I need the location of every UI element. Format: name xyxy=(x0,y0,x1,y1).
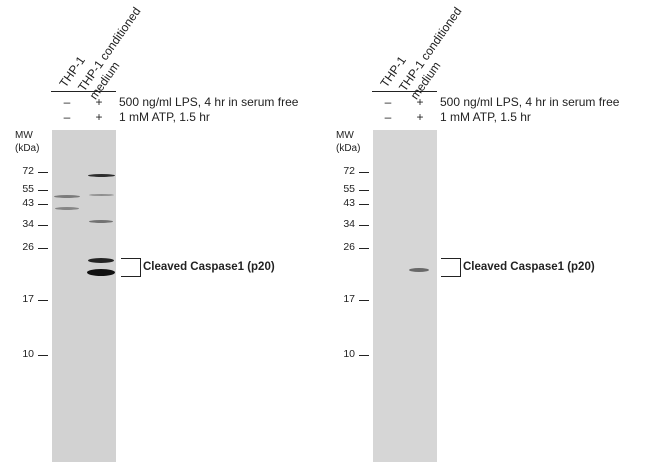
band xyxy=(87,269,115,276)
band xyxy=(88,174,115,177)
sign: – xyxy=(63,110,71,124)
band xyxy=(89,220,113,223)
marker-tick xyxy=(38,248,48,249)
band xyxy=(88,258,114,263)
marker-label: 43 xyxy=(22,197,34,209)
marker-tick xyxy=(38,204,48,205)
marker-tick xyxy=(359,204,369,205)
sign: + xyxy=(416,95,424,109)
sign: – xyxy=(63,95,71,109)
marker-label: 10 xyxy=(343,348,355,360)
target-bracket xyxy=(441,258,461,277)
marker-tick xyxy=(38,190,48,191)
blot-membrane xyxy=(52,130,116,462)
marker-label: 17 xyxy=(343,293,355,305)
marker-tick xyxy=(359,355,369,356)
sign: + xyxy=(95,95,103,109)
band xyxy=(55,207,79,210)
marker-label: 34 xyxy=(22,218,34,230)
marker-label: 72 xyxy=(22,165,34,177)
marker-tick xyxy=(38,172,48,173)
marker-label: 34 xyxy=(343,218,355,230)
mw-unit: (kDa) xyxy=(15,143,40,154)
lane-divider xyxy=(372,91,437,92)
band xyxy=(54,195,80,198)
marker-tick xyxy=(38,355,48,356)
condition-label: 500 ng/ml LPS, 4 hr in serum free xyxy=(440,95,620,109)
band xyxy=(89,194,114,196)
marker-label: 43 xyxy=(343,197,355,209)
sign: – xyxy=(384,110,392,124)
lane-label-2: THP-1 conditioned medium xyxy=(75,4,144,102)
marker-label: 55 xyxy=(22,183,34,195)
marker-tick xyxy=(38,225,48,226)
marker-label: 26 xyxy=(22,241,34,253)
marker-tick xyxy=(38,300,48,301)
blot-panel-left: THP-1 THP-1 conditioned medium – + 500 n… xyxy=(15,4,299,462)
marker-tick xyxy=(359,225,369,226)
lane-label-2: THP-1 conditioned medium xyxy=(396,4,465,102)
target-label: Cleaved Caspase1 (p20) xyxy=(463,261,595,273)
condition-label: 1 mM ATP, 1.5 hr xyxy=(119,110,210,124)
marker-tick xyxy=(359,172,369,173)
marker-tick xyxy=(359,300,369,301)
condition-label: 500 ng/ml LPS, 4 hr in serum free xyxy=(119,95,299,109)
marker-label: 17 xyxy=(22,293,34,305)
mw-title: MW xyxy=(336,130,354,141)
condition-label: 1 mM ATP, 1.5 hr xyxy=(440,110,531,124)
sign: + xyxy=(95,110,103,124)
band xyxy=(409,268,429,272)
mw-title: MW xyxy=(15,130,33,141)
marker-label: 26 xyxy=(343,241,355,253)
blot-panel-right: THP-1 THP-1 conditioned medium – + 500 n… xyxy=(321,0,646,467)
mw-unit: (kDa) xyxy=(336,143,361,154)
blot-membrane xyxy=(373,130,437,462)
marker-label: 55 xyxy=(343,183,355,195)
sign: – xyxy=(384,95,392,109)
marker-label: 10 xyxy=(22,348,34,360)
lane-divider xyxy=(51,91,116,92)
marker-tick xyxy=(359,248,369,249)
marker-tick xyxy=(359,190,369,191)
sign: + xyxy=(416,110,424,124)
marker-label: 72 xyxy=(343,165,355,177)
target-bracket xyxy=(121,258,141,277)
target-label: Cleaved Caspase1 (p20) xyxy=(143,261,275,273)
